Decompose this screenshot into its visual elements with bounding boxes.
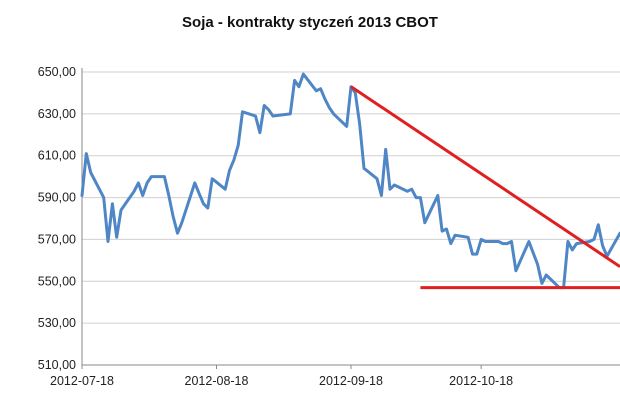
x-tick-label: 2012-07-18 — [50, 374, 114, 388]
trend-line — [350, 85, 620, 268]
y-tick-label: 650,00 — [38, 65, 76, 79]
y-tick-label: 630,00 — [38, 107, 76, 121]
x-tick-label: 2012-08-18 — [185, 374, 249, 388]
y-tick-label: 550,00 — [38, 274, 76, 288]
y-tick-label: 590,00 — [38, 191, 76, 205]
chart-title: Soja - kontrakty styczeń 2013 CBOT — [182, 14, 438, 31]
price-series-line — [80, 72, 620, 290]
y-tick-label: 510,00 — [38, 358, 76, 372]
y-tick-label: 610,00 — [38, 149, 76, 163]
y-tick-label: 530,00 — [38, 316, 76, 330]
x-tick-label: 2012-10-18 — [449, 374, 513, 388]
x-tick-label: 2012-09-18 — [319, 374, 383, 388]
y-tick-label: 570,00 — [38, 232, 76, 246]
